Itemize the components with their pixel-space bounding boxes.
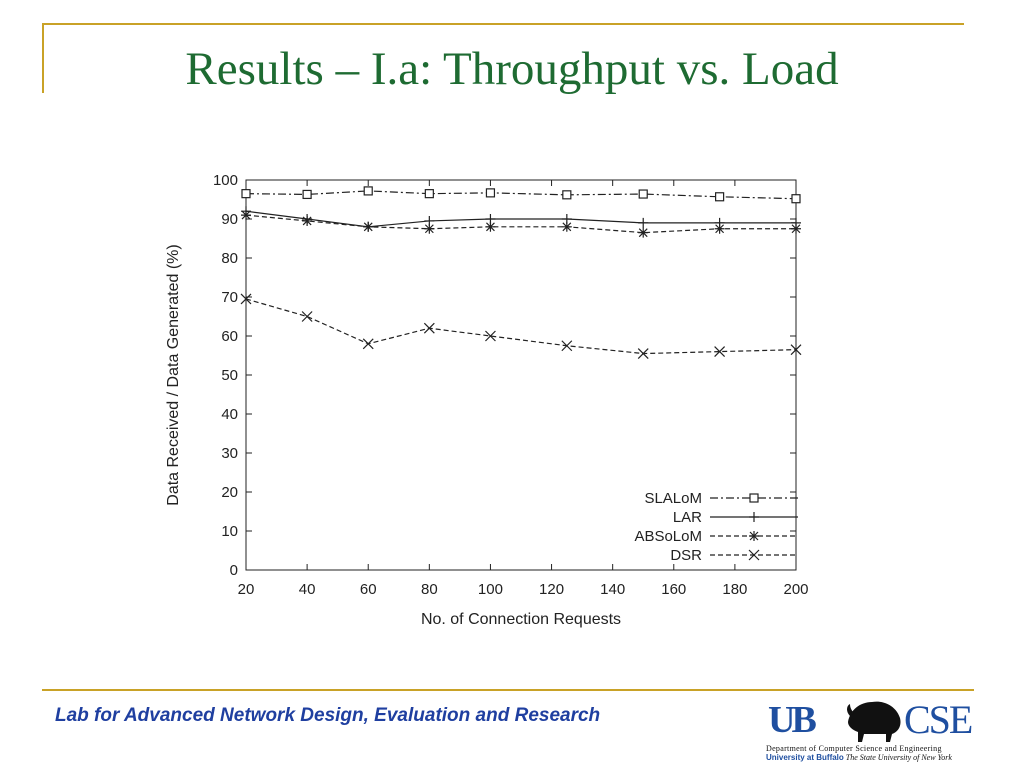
legend-label-lar: LAR bbox=[673, 509, 702, 526]
data-point-lar bbox=[638, 217, 649, 228]
series-line-dsr bbox=[245, 298, 797, 355]
top-rule bbox=[42, 23, 964, 25]
y-tick-label: 80 bbox=[221, 250, 238, 267]
data-point-dsr bbox=[485, 330, 496, 342]
throughput-chart: 0 10 20 30 40 50 60 70 80 90 100 20 40 60 80 100 120 140 1… bbox=[165, 172, 809, 628]
data-point-slalom bbox=[302, 189, 312, 200]
x-tick-label: 120 bbox=[539, 581, 564, 598]
footer-lab-name: Lab for Advanced Network Design, Evaluat… bbox=[55, 705, 601, 726]
data-point-slalom bbox=[562, 190, 572, 200]
data-point-absolom bbox=[638, 227, 649, 238]
legend-marker-absolom bbox=[749, 531, 759, 541]
x-axis-label: No. of Connection Requests bbox=[421, 611, 621, 628]
data-point-absolom bbox=[561, 221, 572, 232]
legend-label-dsr: DSR bbox=[670, 547, 702, 564]
bottom-rule bbox=[42, 689, 974, 691]
x-tick-label: 180 bbox=[722, 581, 747, 598]
data-point-dsr bbox=[790, 344, 802, 356]
data-point-absolom bbox=[714, 223, 725, 234]
data-point-dsr bbox=[423, 322, 435, 334]
legend-label-absolom: ABSoLoM bbox=[634, 528, 702, 545]
x-tick-label: 160 bbox=[661, 581, 686, 598]
y-tick-label: 50 bbox=[221, 367, 238, 384]
ub-logo-text: UB bbox=[768, 699, 817, 741]
data-point-slalom bbox=[485, 188, 496, 198]
data-point-slalom bbox=[638, 189, 648, 199]
x-tick-label: 60 bbox=[360, 581, 377, 598]
data-point-dsr bbox=[714, 346, 726, 358]
y-tick-label: 10 bbox=[221, 523, 238, 540]
data-point-absolom bbox=[302, 215, 313, 226]
y-tick-label: 20 bbox=[221, 484, 238, 501]
x-tick-label: 80 bbox=[421, 581, 438, 598]
x-tick-label: 40 bbox=[299, 581, 316, 598]
data-point-slalom bbox=[424, 189, 434, 199]
legend-marker-dsr bbox=[748, 549, 760, 561]
data-point-dsr bbox=[240, 293, 252, 305]
series-line-lar bbox=[245, 210, 796, 228]
series-line-absolom bbox=[245, 214, 796, 234]
logo-university-subtitle: The State University of New York bbox=[845, 753, 952, 762]
y-tick-label: 90 bbox=[221, 211, 238, 228]
data-point-absolom bbox=[424, 223, 435, 234]
data-point-dsr bbox=[362, 338, 374, 350]
data-point-slalom bbox=[241, 189, 251, 199]
y-tick-label: 100 bbox=[213, 172, 238, 189]
data-point-absolom bbox=[791, 223, 801, 234]
logo-department: Department of Computer Science and Engin… bbox=[766, 744, 942, 753]
y-axis-label: Data Received / Data Generated (%) bbox=[165, 244, 182, 505]
logo-university: University at Buffalo The State Universi… bbox=[766, 753, 952, 762]
x-tick-label: 100 bbox=[478, 581, 503, 598]
legend-label-slalom: SLALoM bbox=[644, 490, 702, 507]
data-point-absolom bbox=[241, 210, 251, 221]
y-tick-label: 40 bbox=[221, 406, 238, 423]
ub-cse-logo: UB CSE Department of Computer Science an… bbox=[764, 694, 980, 764]
data-point-absolom bbox=[363, 221, 374, 232]
y-tick-label: 0 bbox=[230, 562, 238, 579]
data-point-absolom bbox=[485, 221, 496, 232]
y-tick-label: 60 bbox=[221, 328, 238, 345]
legend-marker-lar bbox=[749, 512, 759, 522]
data-point-slalom bbox=[363, 186, 373, 196]
data-point-dsr bbox=[301, 311, 313, 322]
plot-frame bbox=[245, 179, 797, 571]
y-tick-label: 30 bbox=[221, 445, 238, 462]
legend-marker-slalom bbox=[749, 493, 759, 503]
logo-university-name: University at Buffalo bbox=[766, 753, 844, 762]
slide-title: Results – I.a: Throughput vs. Load bbox=[185, 43, 839, 95]
x-tick-label: 140 bbox=[600, 581, 625, 598]
data-point-dsr bbox=[561, 340, 573, 352]
x-tick-label: 20 bbox=[238, 581, 255, 598]
x-tick-label: 200 bbox=[783, 581, 808, 598]
cse-logo-text: CSE bbox=[904, 697, 973, 742]
data-point-slalom bbox=[715, 192, 725, 202]
bison-icon bbox=[847, 701, 901, 742]
data-point-dsr bbox=[637, 348, 649, 359]
data-point-slalom bbox=[791, 194, 801, 204]
y-tick-label: 70 bbox=[221, 289, 238, 306]
left-rule bbox=[42, 23, 44, 93]
series-line-slalom bbox=[245, 190, 797, 200]
